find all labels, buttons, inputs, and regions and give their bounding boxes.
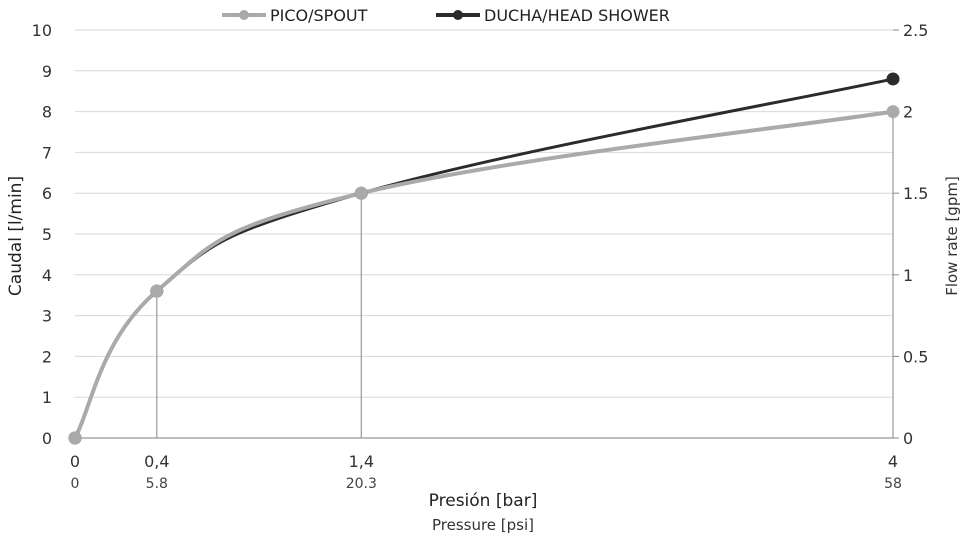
legend-item-pico: PICO/SPOUT (222, 6, 368, 25)
x-tick-label: 4 (888, 452, 898, 471)
legend: PICO/SPOUT DUCHA/HEAD SHOWER (222, 6, 670, 25)
y2-tick-label: 2 (903, 103, 913, 122)
series-lines (73, 77, 894, 439)
y2-tick-label: 0.5 (903, 347, 928, 366)
y-tick-label: 3 (42, 307, 52, 326)
series-line-pico (73, 109, 894, 439)
y-tick-label: 2 (42, 347, 52, 366)
x-tick-label: 0,4 (144, 452, 169, 471)
grid-lines (75, 29, 893, 398)
y-tick-label: 7 (42, 143, 52, 162)
series-line-ducha (73, 77, 894, 439)
data-point-pico (68, 431, 82, 445)
y-tick-label: 8 (42, 103, 52, 122)
data-point-pico (150, 284, 164, 298)
x-tick-label: 1,4 (349, 452, 374, 471)
data-point-pico (354, 186, 368, 200)
y-tick-label: 9 (42, 62, 52, 81)
x-sub-tick-label: 58 (884, 476, 902, 492)
data-point-pico (886, 105, 900, 119)
x-axis-subtitle: Pressure [psi] (432, 516, 534, 534)
legend-label-pico: PICO/SPOUT (270, 6, 368, 25)
tick-labels: 01234567891000.511.522.5000,45.81,420.34… (32, 21, 929, 492)
y-tick-label: 6 (42, 184, 52, 203)
y2-tick-label: 1 (903, 266, 913, 285)
y2-axis-title: Flow rate [gpm] (943, 176, 961, 296)
y-tick-label: 10 (32, 21, 52, 40)
legend-item-ducha: DUCHA/HEAD SHOWER (436, 6, 670, 25)
x-sub-tick-label: 20.3 (346, 476, 377, 492)
y-tick-label: 0 (42, 429, 52, 448)
y2-tick-label: 0 (903, 429, 913, 448)
x-tick-label: 0 (70, 452, 80, 471)
series-points (68, 72, 900, 445)
legend-marker-pico (239, 10, 249, 20)
y-axis-title: Caudal [l/min] (6, 176, 26, 296)
x-sub-tick-label: 5.8 (146, 476, 168, 492)
y-tick-label: 1 (42, 388, 52, 407)
y-tick-label: 4 (42, 266, 52, 285)
legend-label-ducha: DUCHA/HEAD SHOWER (484, 6, 670, 25)
x-sub-tick-label: 0 (71, 476, 80, 492)
x-axis-title: Presión [bar] (429, 491, 538, 511)
y-tick-label: 5 (42, 225, 52, 244)
y2-tick-label: 2.5 (903, 21, 928, 40)
y2-tick-label: 1.5 (903, 184, 928, 203)
legend-marker-ducha (453, 10, 463, 20)
data-point-ducha (886, 72, 900, 86)
